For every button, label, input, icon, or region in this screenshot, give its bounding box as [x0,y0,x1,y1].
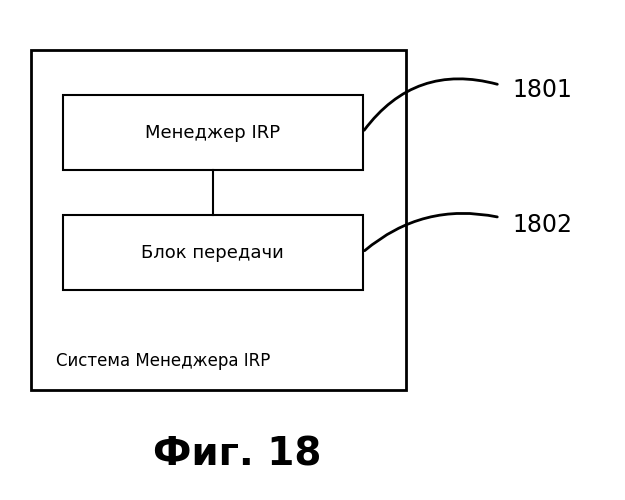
Text: 1802: 1802 [512,213,572,237]
Bar [62,95,362,170]
Text: Менеджер IRP: Менеджер IRP [145,124,280,142]
Text: Фиг. 18: Фиг. 18 [153,436,322,474]
Text: Блок передачи: Блок передачи [141,244,284,262]
Text: 1801: 1801 [512,78,572,102]
Bar [31,50,406,390]
Text: Система Менеджера IRP: Система Менеджера IRP [56,352,271,370]
Bar [62,215,362,290]
